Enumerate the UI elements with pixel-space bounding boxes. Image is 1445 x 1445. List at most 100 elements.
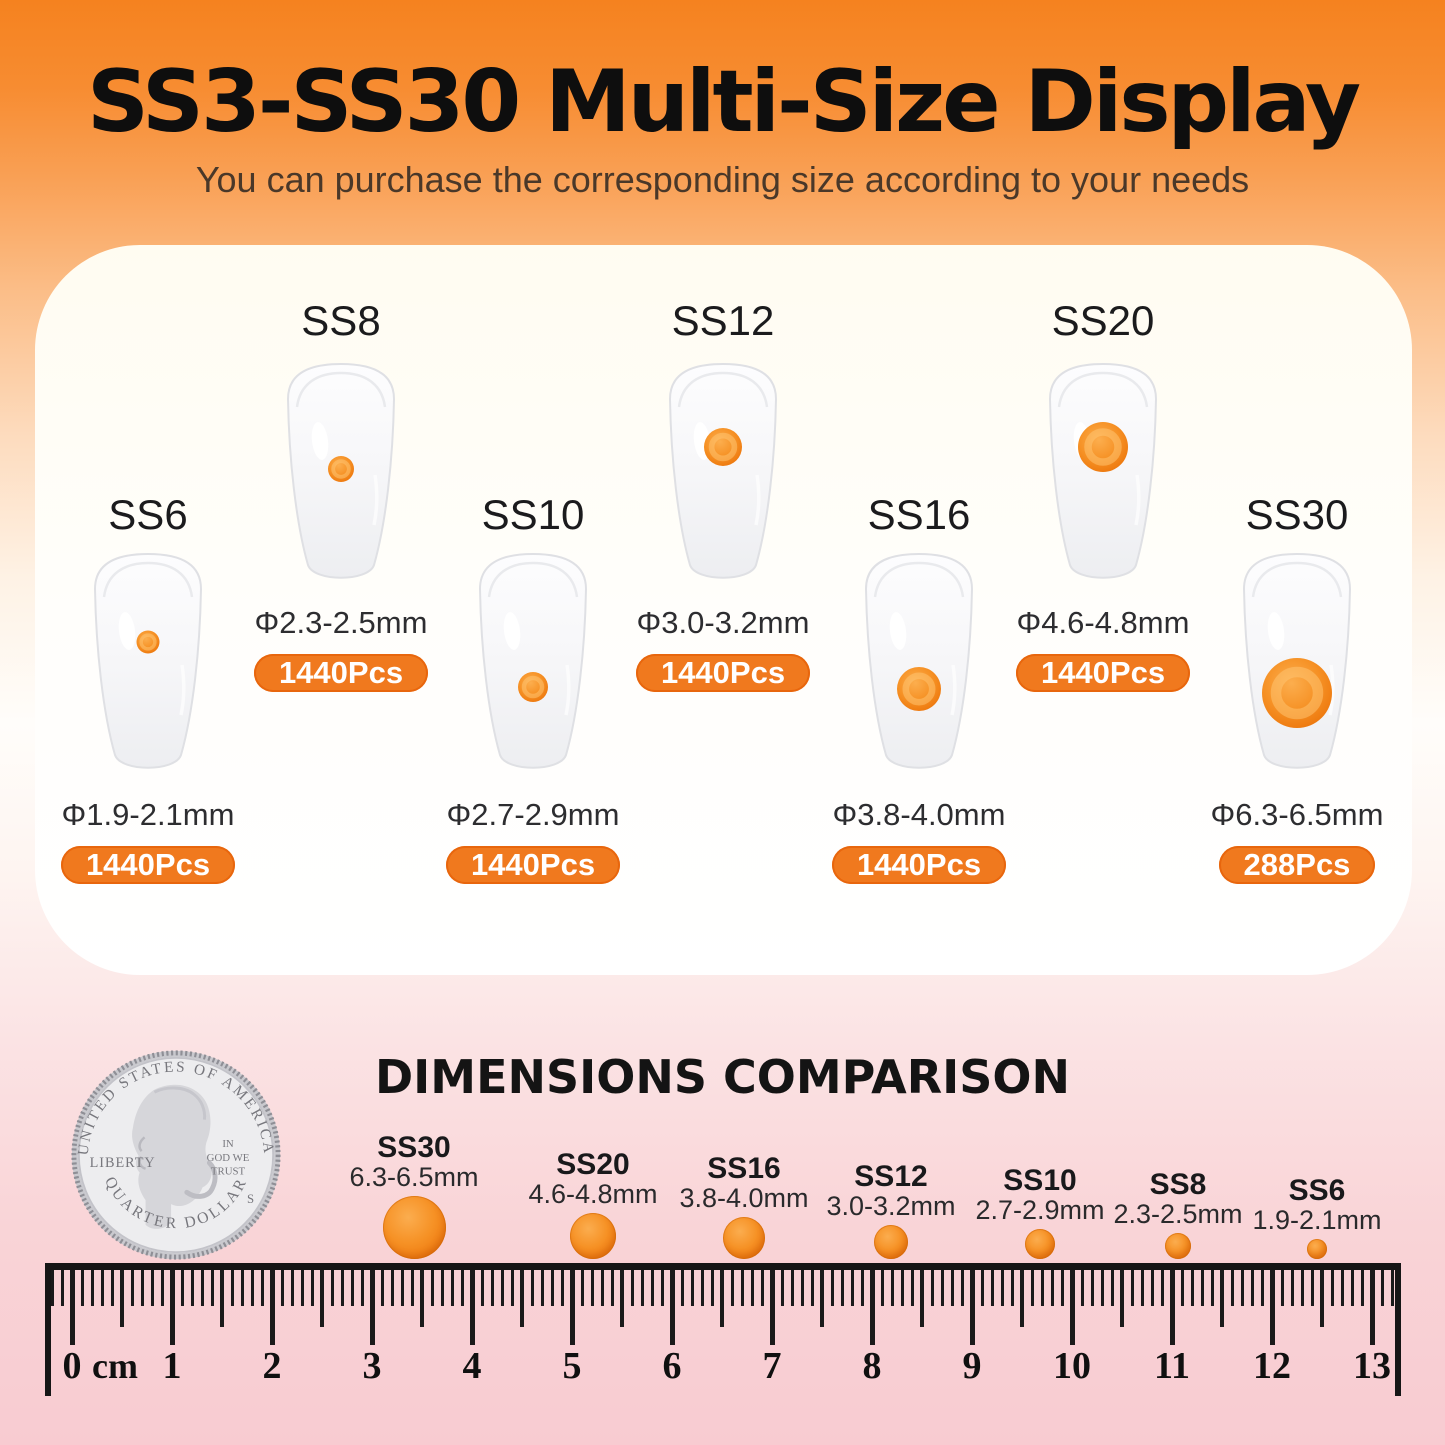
nail-tip [478,552,588,769]
ruler-tick-minor [551,1270,554,1306]
ruler-number: 8 [862,1345,882,1387]
nail-sample-item: SS10 Φ2.7-2.9mm 1440Pcs [423,0,643,975]
ruler-tick-minor [891,1270,894,1306]
gem-facet [1270,666,1324,720]
ruler-tick-minor [1361,1270,1364,1306]
ruler-tick-minor [931,1270,934,1306]
ruler-number: 13 [1353,1345,1391,1387]
gem-facet [1084,428,1122,466]
diameter-label: Φ6.3-6.5mm [1210,797,1384,832]
ruler-tick-minor [81,1270,84,1306]
nail-rim [295,371,387,408]
ruler-tick-minor [791,1270,794,1306]
dot-size-range: 2.7-2.9mm [975,1195,1105,1225]
nail-sample-item: SS20 Φ4.6-4.8mm 1440Pcs [993,0,1213,975]
nail-sample-item: SS8 Φ2.3-2.5mm 1440Pcs [231,0,451,975]
rhinestone-dot [723,1217,765,1259]
ruler-tick-minor [251,1270,254,1306]
count-badge: 1440Pcs [831,846,1007,884]
ruler-tick-minor [1211,1270,1214,1306]
coin-motto-line3: TRUST [211,1166,246,1178]
ruler-tick-minor [361,1270,364,1306]
ruler-tick-minor [401,1270,404,1306]
ruler-tick-minor [681,1270,684,1306]
gem-facet [331,459,351,479]
ruler-tick-cm [370,1270,375,1345]
count-badge-wrap: 1440Pcs [809,846,1029,886]
ruler-tick-cm [1170,1270,1175,1345]
size-dot-item: SS30 6.3-6.5mm [324,1130,504,1262]
ruler-tick-half [820,1270,824,1327]
nail-sample-item: SS16 Φ3.8-4.0mm 1440Pcs [809,0,1029,975]
ruler-tick-minor [141,1270,144,1306]
count-badge-wrap: 1440Pcs [38,846,258,886]
ruler-tick-minor [411,1270,414,1306]
ruler-number: 3 [362,1345,382,1387]
quarter-coin: UNITED STATES OF AMERICA LIBERTY IN GOD … [71,1050,281,1260]
ruler-tick-minor [661,1270,664,1306]
ruler-tick-minor [201,1270,204,1306]
ruler-tick-minor [701,1270,704,1306]
ruler-tick-minor [651,1270,654,1306]
rhinestone-dot [1165,1233,1191,1259]
ruler-tick-minor [991,1270,994,1306]
ruler-tick-cm [270,1270,275,1345]
nail-rim [487,561,579,598]
ruler-tick-minor [1231,1270,1234,1306]
ruler-number: 4 [462,1345,482,1387]
nail-body [864,552,974,769]
ruler-tick-minor [1141,1270,1144,1306]
coin-motto-line2: GOD WE [207,1152,250,1164]
ruler-tick-minor [631,1270,634,1306]
count-badge-wrap: 1440Pcs [993,654,1213,694]
ruler-tick-cm [1370,1270,1375,1345]
ruler-tick-minor [761,1270,764,1306]
ruler-tick-minor [1061,1270,1064,1306]
ruler-tick-cm [1070,1270,1075,1345]
ruler-tick-minor [561,1270,564,1306]
nail-streak [372,474,379,526]
coin-portrait-queue [184,1160,218,1199]
size-name-label: SS10 [481,491,585,538]
ruler-tick-minor [841,1270,844,1306]
ruler-tick-minor [501,1270,504,1306]
ruler-tick-minor [1051,1270,1054,1306]
ruler-tick-minor [811,1270,814,1306]
ruler-tick-minor [1251,1270,1254,1306]
nail-tip [286,362,396,579]
ruler-tick-cm [470,1270,475,1345]
size-name-label: SS16 [867,491,971,538]
dot-size-name: SS8 [1149,1168,1207,1201]
ruler-tick-cm [870,1270,875,1345]
dot-size-range: 4.6-4.8mm [528,1179,658,1209]
ruler-tick-minor [131,1270,134,1306]
ruler-tick-cm [970,1270,975,1345]
ruler-number: 9 [962,1345,982,1387]
ruler-tick-minor [1311,1270,1314,1306]
diameter-label: Φ2.7-2.9mm [446,797,620,832]
ruler-tick-minor [731,1270,734,1306]
ruler-tick-cm [1270,1270,1275,1345]
size-dot-item: SS20 4.6-4.8mm [503,1130,683,1262]
nail-shine [1267,612,1285,650]
ruler-tick-minor [641,1270,644,1306]
ruler-tick-minor [1081,1270,1084,1306]
ruler-tick-minor [301,1270,304,1306]
ruler-tick-minor [441,1270,444,1306]
ruler-tick-minor [91,1270,94,1306]
nail-shine [503,612,521,650]
ruler-tick-minor [1101,1270,1104,1306]
ruler-tick-minor [381,1270,384,1306]
ruler-tick-minor [451,1270,454,1306]
diameter-label: Φ3.0-3.2mm [636,605,810,640]
ruler-tick-minor [1201,1270,1204,1306]
count-badge: 1440Pcs [445,846,621,884]
ruler-tick-half [1320,1270,1324,1327]
count-badge: 1440Pcs [1015,654,1191,692]
ruler-tick-minor [1391,1270,1394,1306]
nail-rim [102,561,194,598]
diameter-label: Φ2.3-2.5mm [254,605,428,640]
nail-rim [873,561,965,598]
ruler-tick-minor [1351,1270,1354,1306]
